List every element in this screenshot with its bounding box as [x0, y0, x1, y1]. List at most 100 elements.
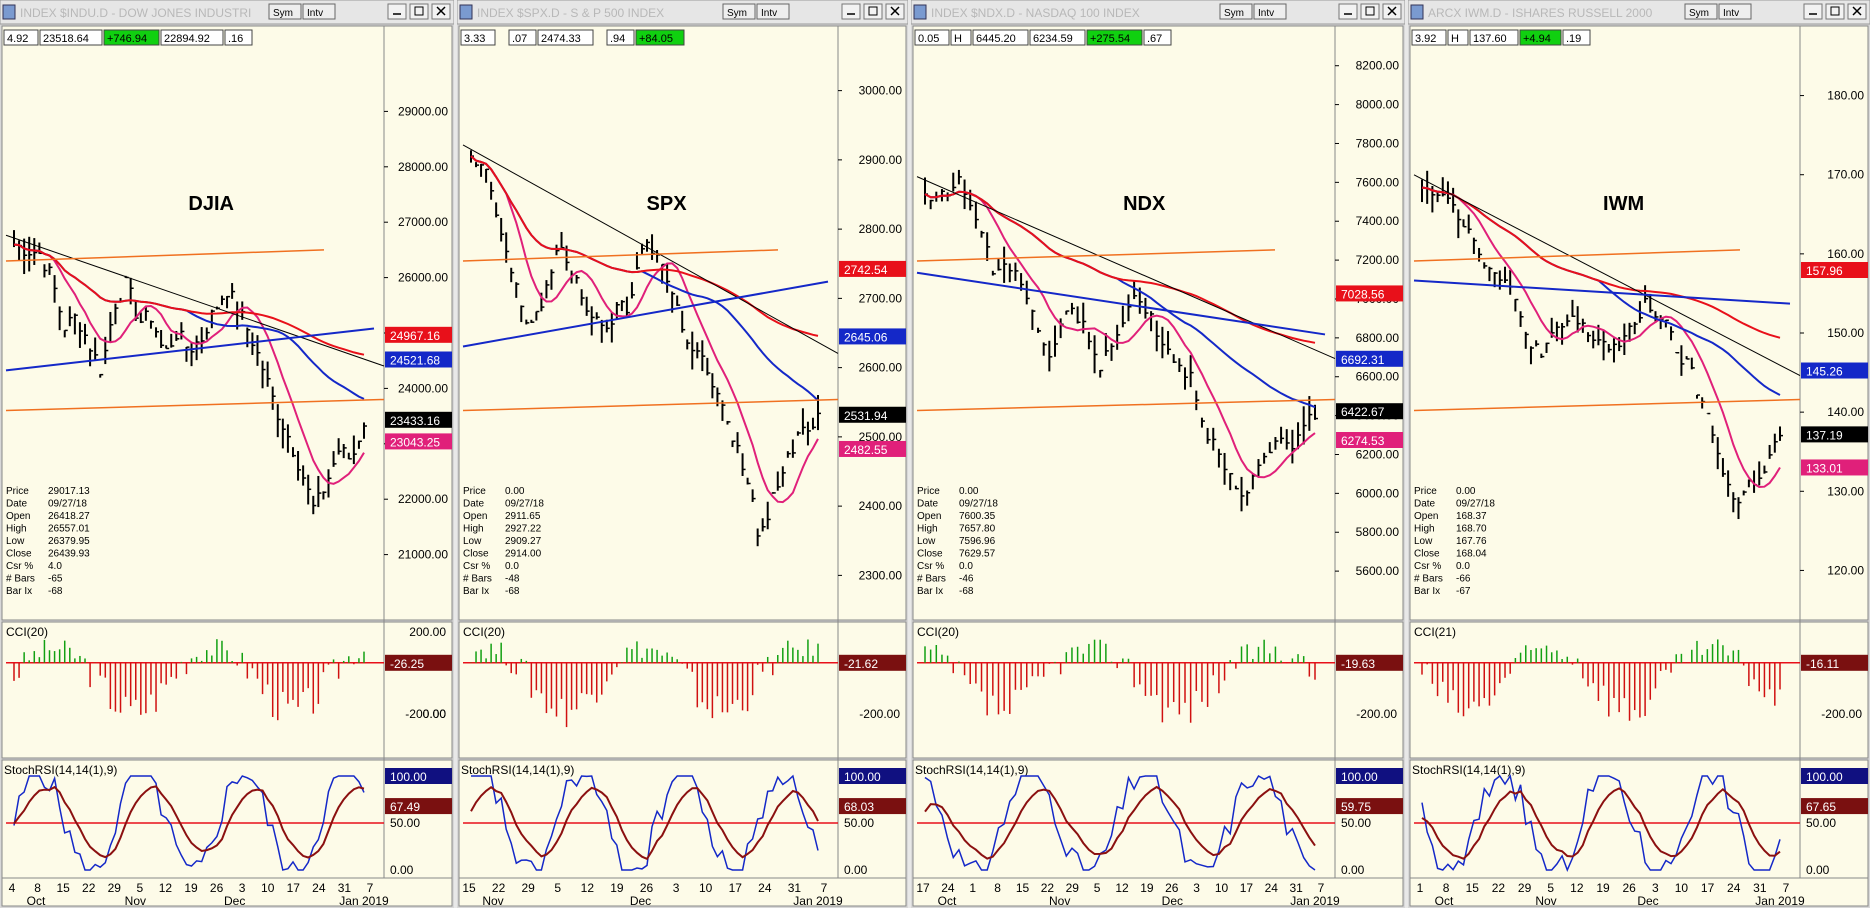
header-value-box	[537, 29, 594, 46]
value-tag	[385, 433, 452, 450]
stoch-red-tag	[1336, 798, 1403, 815]
stoch-red-tag-label: 59.75	[1341, 800, 1371, 814]
date-tick-label: 5	[554, 881, 561, 895]
sym-button[interactable]	[268, 3, 302, 20]
info-label: Bar Ix	[463, 586, 489, 597]
maximize-button[interactable]	[409, 3, 429, 20]
price-tick-label: 7800.00	[1356, 136, 1400, 150]
date-tick-label: 26	[210, 881, 224, 895]
date-tick-label: 8	[34, 881, 41, 895]
info-label: Bar Ix	[1414, 586, 1440, 597]
ma-red-line	[13, 243, 365, 356]
date-tick-label: 17	[1240, 881, 1254, 895]
header-value: 6445.20	[976, 33, 1016, 45]
month-label: Nov	[1049, 894, 1070, 908]
intv-button[interactable]	[1718, 3, 1752, 20]
date-tick-label: 12	[581, 881, 595, 895]
close-icon	[890, 6, 900, 16]
price-tick-label: 29000.00	[398, 104, 448, 118]
cci-tick-label: -200.00	[1356, 707, 1397, 721]
header-value: 6234.59	[1033, 33, 1073, 45]
header-value-box	[1519, 29, 1562, 46]
price-tick-label: 2900.00	[859, 153, 903, 167]
minimize-button[interactable]	[1338, 3, 1358, 20]
window-title: INDEX $INDU.D - DOW JONES INDUSTRI	[20, 6, 251, 20]
date-tick-label: 15	[56, 881, 70, 895]
info-value: 0.00	[1456, 486, 1476, 497]
stoch-blue-tag-label: 100.00	[390, 770, 427, 784]
price-tick-label: 5800.00	[1356, 525, 1400, 539]
value-tag-label: 24967.16	[390, 329, 440, 343]
sym-button[interactable]	[1684, 3, 1718, 20]
sym-button[interactable]	[722, 3, 756, 20]
month-label: Jan 2019	[793, 894, 843, 908]
header-value: H	[954, 33, 962, 45]
date-axis	[1409, 877, 1869, 907]
value-tag	[1801, 426, 1868, 443]
info-value: -65	[48, 574, 63, 585]
info-value: 0.0	[959, 561, 973, 572]
stoch-slow-line	[924, 785, 1316, 860]
header-value: .07	[512, 33, 527, 45]
minimize-button[interactable]	[1803, 3, 1823, 20]
app-icon	[913, 4, 927, 20]
info-value: 2914.00	[505, 549, 542, 560]
maximize-icon	[1365, 6, 1375, 16]
value-tag	[1801, 262, 1868, 279]
maximize-button[interactable]	[1825, 3, 1845, 20]
cci-tick-label: -200.00	[859, 707, 900, 721]
price-tick-label: 170.00	[1827, 168, 1864, 182]
app-icon	[2, 4, 16, 20]
date-tick-label: 12	[159, 881, 173, 895]
header-value-box	[39, 29, 103, 46]
stoch-red-tag	[839, 798, 906, 815]
info-label: High	[1414, 524, 1435, 535]
maximize-button[interactable]	[863, 3, 883, 20]
month-label: Dec	[630, 894, 651, 908]
intv-button[interactable]	[1253, 3, 1287, 20]
stoch-pane	[912, 759, 1404, 879]
info-label: Low	[1414, 536, 1433, 547]
date-tick-label: 7	[821, 881, 828, 895]
date-tick-label: 24	[758, 881, 772, 895]
cci-value-tag	[839, 654, 906, 671]
ma-pink-line	[924, 190, 1316, 479]
info-label: High	[917, 524, 938, 535]
info-value: 2927.22	[505, 524, 542, 535]
info-label: Open	[6, 511, 30, 522]
intv-button[interactable]	[756, 3, 790, 20]
sym-button[interactable]	[1219, 3, 1253, 20]
orange-line	[916, 249, 1276, 262]
price-pane	[912, 25, 1404, 621]
date-tick-label: 5	[1094, 881, 1101, 895]
maximize-button[interactable]	[1360, 3, 1380, 20]
cci-histogram	[924, 639, 1316, 723]
header-value-box	[1143, 29, 1172, 46]
minimize-button[interactable]	[387, 3, 407, 20]
date-tick-label: 24	[1727, 881, 1741, 895]
header-value-box	[1469, 29, 1519, 46]
value-tag-label: 6692.31	[1341, 353, 1385, 367]
header-value: 23518.64	[43, 33, 89, 45]
stoch-title: StochRSI(14,14(1),9)	[461, 763, 574, 777]
trend-lines	[1413, 174, 1801, 412]
header-value: +746.94	[107, 33, 147, 45]
cci-value-tag	[385, 654, 452, 671]
stoch-blue-tag-label: 100.00	[1806, 770, 1843, 784]
date-tick-label: 19	[1596, 881, 1610, 895]
header-value-box	[1086, 29, 1143, 46]
header-value-box	[1411, 29, 1447, 46]
minimize-button[interactable]	[841, 3, 861, 20]
title-bar	[911, 0, 1405, 25]
value-tag	[839, 328, 906, 345]
info-value: 2909.27	[505, 536, 542, 547]
cci-title: CCI(21)	[1414, 625, 1456, 639]
ma-pink-line	[1421, 186, 1781, 489]
trend-line	[5, 234, 385, 367]
date-tick-label: 29	[108, 881, 122, 895]
price-tick-label: 27000.00	[398, 215, 448, 229]
intv-button[interactable]	[302, 3, 336, 20]
price-tick-label: 2300.00	[859, 568, 903, 582]
month-label: Dec	[224, 894, 245, 908]
info-label: # Bars	[1414, 574, 1443, 585]
